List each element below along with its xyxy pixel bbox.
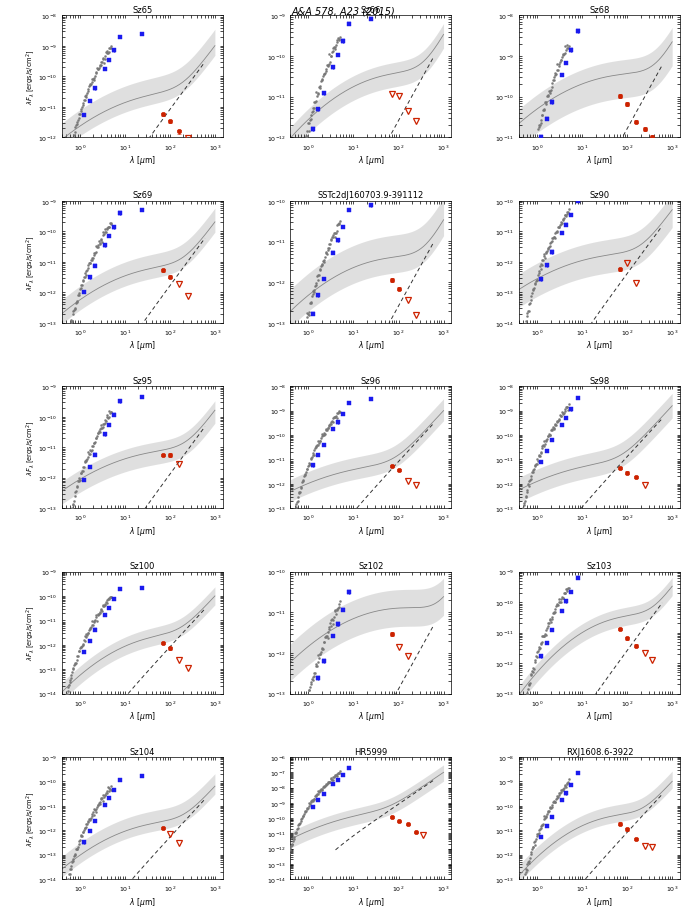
Y-axis label: $\lambda F_\lambda$ [ergs/s/cm$^2$]: $\lambda F_\lambda$ [ergs/s/cm$^2$]: [24, 235, 36, 291]
X-axis label: $\lambda$ [$\mu$m]: $\lambda$ [$\mu$m]: [129, 524, 156, 537]
Y-axis label: $\lambda F_\lambda$ [ergs/s/cm$^2$]: $\lambda F_\lambda$ [ergs/s/cm$^2$]: [24, 50, 36, 105]
Title: Sz102: Sz102: [359, 561, 383, 570]
Title: Sz95: Sz95: [133, 376, 153, 385]
Title: Sz98: Sz98: [589, 376, 610, 385]
X-axis label: $\lambda$ [$\mu$m]: $\lambda$ [$\mu$m]: [357, 339, 385, 352]
X-axis label: $\lambda$ [$\mu$m]: $\lambda$ [$\mu$m]: [586, 154, 613, 167]
X-axis label: $\lambda$ [$\mu$m]: $\lambda$ [$\mu$m]: [357, 524, 385, 537]
X-axis label: $\lambda$ [$\mu$m]: $\lambda$ [$\mu$m]: [586, 710, 613, 722]
Title: Sz90: Sz90: [589, 191, 609, 200]
Y-axis label: $\lambda F_\lambda$ [ergs/s/cm$^2$]: $\lambda F_\lambda$ [ergs/s/cm$^2$]: [24, 605, 36, 660]
Title: Sz69: Sz69: [132, 191, 153, 200]
X-axis label: $\lambda$ [$\mu$m]: $\lambda$ [$\mu$m]: [586, 524, 613, 537]
Title: Sz104: Sz104: [130, 747, 155, 756]
Y-axis label: $\lambda F_\lambda$ [ergs/s/cm$^2$]: $\lambda F_\lambda$ [ergs/s/cm$^2$]: [24, 420, 36, 476]
Title: Sz100: Sz100: [130, 561, 155, 570]
Title: Sz66: Sz66: [361, 6, 381, 15]
X-axis label: $\lambda$ [$\mu$m]: $\lambda$ [$\mu$m]: [357, 895, 385, 907]
Title: Sz65: Sz65: [132, 6, 153, 15]
Text: A&A 578, A23 (2015): A&A 578, A23 (2015): [291, 6, 396, 16]
X-axis label: $\lambda$ [$\mu$m]: $\lambda$ [$\mu$m]: [586, 339, 613, 352]
Title: RXJ1608.6-3922: RXJ1608.6-3922: [566, 747, 633, 756]
X-axis label: $\lambda$ [$\mu$m]: $\lambda$ [$\mu$m]: [357, 710, 385, 722]
X-axis label: $\lambda$ [$\mu$m]: $\lambda$ [$\mu$m]: [586, 895, 613, 907]
X-axis label: $\lambda$ [$\mu$m]: $\lambda$ [$\mu$m]: [357, 154, 385, 167]
Y-axis label: $\lambda F_\lambda$ [ergs/s/cm$^2$]: $\lambda F_\lambda$ [ergs/s/cm$^2$]: [24, 791, 36, 845]
Title: HR5999: HR5999: [354, 747, 387, 756]
X-axis label: $\lambda$ [$\mu$m]: $\lambda$ [$\mu$m]: [129, 339, 156, 352]
Title: Sz103: Sz103: [587, 561, 612, 570]
Title: Sz96: Sz96: [361, 376, 381, 385]
X-axis label: $\lambda$ [$\mu$m]: $\lambda$ [$\mu$m]: [129, 710, 156, 722]
Title: SSTc2dJ160703.9-391112: SSTc2dJ160703.9-391112: [318, 191, 424, 200]
X-axis label: $\lambda$ [$\mu$m]: $\lambda$ [$\mu$m]: [129, 154, 156, 167]
Title: Sz68: Sz68: [589, 6, 610, 15]
X-axis label: $\lambda$ [$\mu$m]: $\lambda$ [$\mu$m]: [129, 895, 156, 907]
